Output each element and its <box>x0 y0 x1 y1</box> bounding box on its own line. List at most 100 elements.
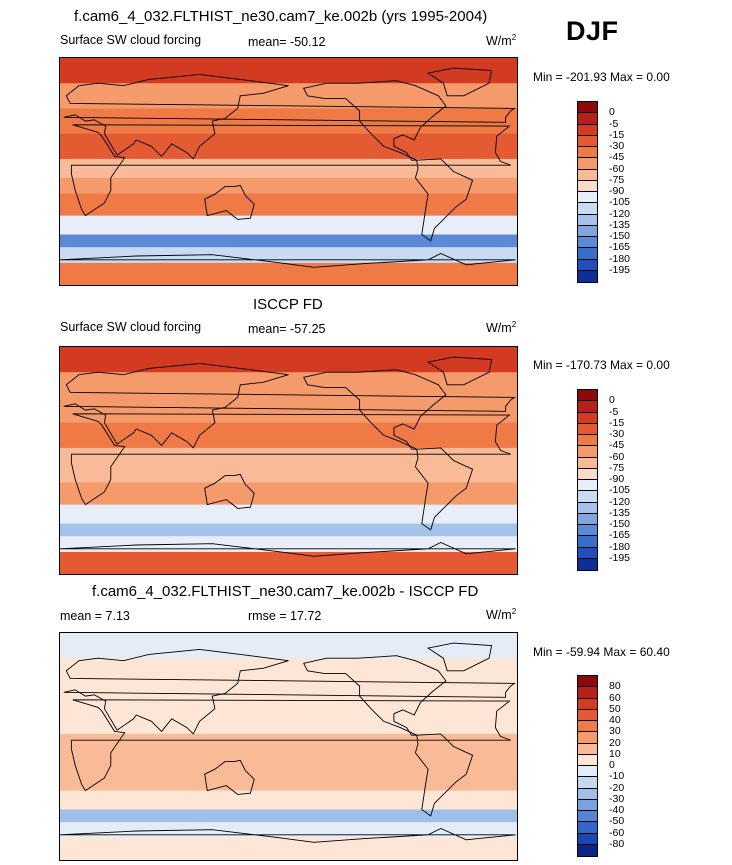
colorbar-tick-label: -180 <box>609 252 631 265</box>
colorbar-cell <box>578 833 597 845</box>
colorbar-tick-label: -80 <box>609 837 625 850</box>
field-band <box>60 133 517 160</box>
colorbar-tick-label: -135 <box>609 506 631 519</box>
colorbar-cell <box>578 766 597 778</box>
field-band <box>60 158 517 179</box>
colorbar-tick-label: -120 <box>609 207 631 220</box>
colorbar-cell <box>578 113 597 125</box>
coastline <box>426 356 493 386</box>
field-band <box>60 177 517 195</box>
colorbar-cell <box>578 169 597 181</box>
panel2-units: W/m2 <box>486 320 517 336</box>
field-band <box>60 215 517 236</box>
colorbar-tick-label: 0 <box>609 394 615 407</box>
panel1-variable-label: Surface SW cloud forcing <box>60 33 202 47</box>
colorbar-tick-label: -30 <box>609 428 625 440</box>
field-band <box>60 733 517 754</box>
panel3-units: W/m2 <box>486 607 517 623</box>
colorbar-cell <box>578 536 597 548</box>
colorbar-cell <box>578 237 597 249</box>
colorbar-cell <box>578 788 597 800</box>
colorbar-tick-label: 30 <box>609 725 621 738</box>
colorbar-cell <box>578 754 597 766</box>
colorbar-tick-label: 40 <box>609 714 621 726</box>
colorbar-tick-label: -105 <box>609 484 631 497</box>
colorbar-tick-label: -30 <box>609 792 625 805</box>
colorbar-cell <box>578 558 597 570</box>
colorbar-tick-label: -75 <box>609 173 625 186</box>
colorbar-tick-label: 50 <box>609 702 621 715</box>
field-band <box>60 822 517 839</box>
colorbar-tick-label: 80 <box>609 680 621 693</box>
coastline <box>60 253 516 268</box>
coastline <box>70 124 511 217</box>
colorbar-tick-label: -60 <box>609 450 625 463</box>
coastline <box>63 362 516 449</box>
colorbar-cell <box>578 124 597 136</box>
field-band <box>60 809 517 823</box>
coastline <box>303 369 447 450</box>
panel2-minmax: Min = -170.73 Max = 0.00 <box>533 358 670 372</box>
colorbar-cell <box>578 777 597 789</box>
panel3-colorbar <box>577 675 598 857</box>
colorbar-cell <box>578 401 597 413</box>
coastline <box>63 648 516 735</box>
field-band <box>60 752 517 770</box>
field-band <box>60 658 517 684</box>
colorbar-cell <box>578 423 597 435</box>
colorbar-tick-label: -105 <box>609 196 631 209</box>
coastline <box>426 67 493 97</box>
colorbar-cell <box>578 446 597 458</box>
colorbar-tick-label: -60 <box>609 826 625 839</box>
season-label: DJF <box>566 16 619 46</box>
colorbar-tick-label: -45 <box>609 151 625 164</box>
coastline <box>63 73 516 160</box>
colorbar-tick-label: -195 <box>609 551 631 564</box>
map-canvas <box>60 58 517 285</box>
field-band <box>60 372 517 398</box>
colorbar-cell <box>578 502 597 514</box>
map-canvas <box>60 633 517 860</box>
colorbar-cell <box>578 547 597 559</box>
coastline <box>414 158 474 242</box>
colorbar-tick-label: -75 <box>609 461 625 474</box>
colorbar-cell <box>578 721 597 733</box>
coastline <box>60 542 516 557</box>
coastline <box>70 699 511 792</box>
field-band <box>60 422 517 449</box>
field-band <box>60 447 517 468</box>
colorbar-cell <box>578 102 597 114</box>
coastline <box>426 642 493 672</box>
coastline <box>60 828 516 843</box>
colorbar-tick-label: -10 <box>609 770 625 783</box>
panel1-units: W/m2 <box>486 33 517 49</box>
colorbar-tick-label: 0 <box>609 759 615 771</box>
colorbar-cell <box>578 743 597 755</box>
colorbar-tick-label: -40 <box>609 804 625 816</box>
colorbar-cell <box>578 698 597 710</box>
panel1-title: f.cam6_4_032.FLTHIST_ne30.cam7_ke.002b (… <box>74 8 488 25</box>
field-band <box>60 837 517 860</box>
colorbar-cell <box>578 412 597 424</box>
coastline <box>414 733 474 817</box>
colorbar-tick-label: -165 <box>609 529 631 542</box>
colorbar-tick-label: -15 <box>609 416 625 429</box>
coastline <box>303 80 447 161</box>
colorbar-cell <box>578 225 597 237</box>
field-band <box>60 768 517 792</box>
colorbar-cell <box>578 822 597 834</box>
panel1-mean: mean= -50.12 <box>248 35 326 49</box>
colorbar-cell <box>578 203 597 215</box>
colorbar-cell <box>578 709 597 721</box>
colorbar-cell <box>578 525 597 537</box>
panel1-map <box>59 57 518 286</box>
colorbar-cell <box>578 457 597 469</box>
panel2-map <box>59 346 518 575</box>
field-band <box>60 504 517 525</box>
field-band <box>60 58 517 84</box>
panel3-minmax: Min = -59.94 Max = 60.40 <box>533 645 670 659</box>
field-band <box>60 633 517 659</box>
field-band <box>60 193 517 217</box>
panel3-mean: mean = 7.13 <box>60 609 130 623</box>
field-band <box>60 234 517 248</box>
